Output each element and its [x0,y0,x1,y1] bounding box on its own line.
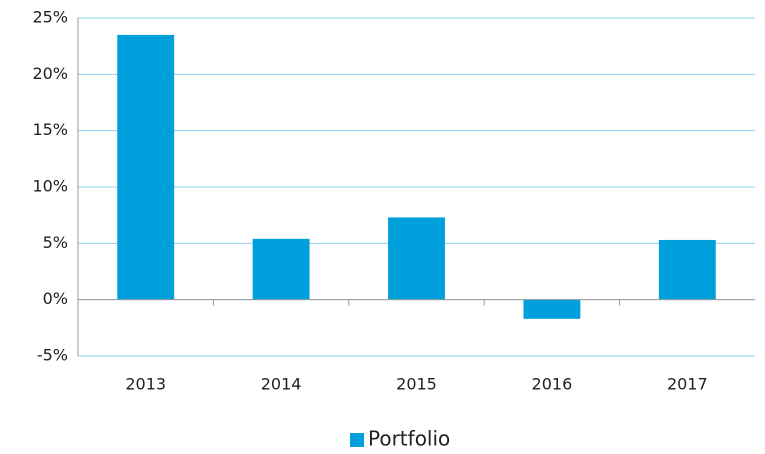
x-tick-label: 2015 [396,375,437,394]
bar [252,238,310,300]
x-tick-label: 2013 [125,375,166,394]
bar [658,239,716,300]
bar [523,299,581,319]
x-tick-label: 2014 [261,375,302,394]
y-tick-label: 15% [32,120,68,139]
bar [117,34,175,300]
x-tick-label: 2016 [532,375,573,394]
y-tick-label: -5% [37,346,68,365]
legend-swatch [350,433,364,447]
x-tick-label: 2017 [667,375,708,394]
y-tick-label: 20% [32,64,68,83]
y-tick-label: 25% [32,8,68,27]
y-tick-label: 0% [43,289,68,308]
legend-label: Portfolio [368,427,450,451]
y-tick-label: 10% [32,177,68,196]
bar [388,217,445,300]
y-tick-label: 5% [43,233,68,252]
